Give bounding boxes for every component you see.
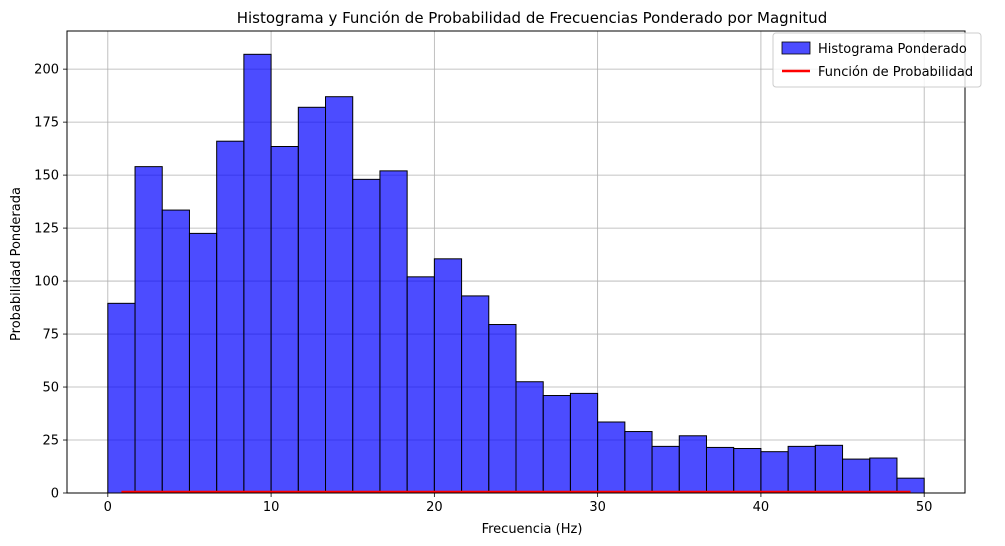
y-tick-label: 100	[34, 275, 59, 290]
x-axis-label: Frecuencia (Hz)	[482, 522, 583, 537]
histogram-bar	[134, 166, 163, 494]
y-tick-label: 25	[42, 434, 59, 449]
x-tick-label: 10	[263, 500, 280, 515]
chart-title: Histograma y Función de Probabilidad de …	[237, 9, 828, 27]
y-axis-ticks: 0 25 50 75 100 125 150 175 200	[34, 63, 67, 502]
histogram-bar	[869, 457, 898, 494]
y-tick-label: 150	[34, 169, 59, 184]
histogram-bar	[297, 106, 327, 494]
histogram-bar	[433, 258, 463, 494]
legend-swatch-histogram	[781, 41, 811, 55]
x-tick-label: 40	[753, 500, 770, 515]
y-tick-label: 0	[51, 487, 59, 502]
histogram-bar	[542, 395, 571, 494]
histogram-bar	[624, 431, 653, 494]
histogram-bar	[733, 447, 762, 494]
histogram-bar	[597, 421, 626, 494]
histogram-bar	[188, 232, 218, 494]
y-tick-label: 75	[42, 328, 59, 343]
histogram-bar	[705, 446, 735, 494]
x-tick-label: 50	[916, 500, 933, 515]
x-axis-ticks: 0 10 20 30 40 50	[104, 493, 933, 515]
histogram-bar	[406, 276, 435, 494]
histogram-bar	[216, 140, 245, 494]
histogram-bar	[325, 96, 354, 494]
histogram-bar	[270, 146, 299, 494]
x-tick-label: 30	[589, 500, 606, 515]
histogram-bar	[352, 178, 381, 494]
x-tick-label: 20	[426, 500, 443, 515]
y-axis-label: Probabilidad Ponderada	[9, 187, 24, 341]
histogram-bar	[760, 451, 789, 494]
histogram-bar	[461, 295, 490, 494]
y-tick-label: 175	[34, 116, 59, 131]
histogram-bar	[569, 392, 599, 494]
y-tick-label: 200	[34, 63, 59, 78]
histogram-bars	[107, 53, 925, 494]
histogram-bar	[243, 53, 272, 494]
plot-frame	[66, 30, 966, 494]
legend-label-histogram: Histograma Ponderado	[818, 42, 967, 57]
histogram-bar	[379, 170, 408, 494]
histogram-bar	[488, 324, 517, 494]
legend-frame	[772, 32, 982, 88]
y-tick-label: 50	[42, 381, 59, 396]
histogram-bar	[651, 445, 680, 494]
histogram-bar	[678, 435, 707, 494]
histogram-bar	[814, 444, 844, 494]
histogram-bar	[787, 445, 816, 494]
legend-label-line: Función de Probabilidad	[818, 65, 973, 80]
histogram-bar	[161, 209, 190, 494]
legend: Histograma Ponderado Función de Probabil…	[772, 32, 982, 88]
histogram-bar	[515, 381, 544, 494]
y-tick-label: 125	[34, 222, 59, 237]
x-tick-label: 0	[104, 500, 112, 515]
histogram-bar	[107, 302, 136, 494]
histogram-bar	[842, 458, 871, 494]
